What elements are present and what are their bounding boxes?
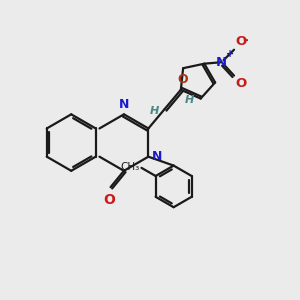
Text: N: N bbox=[152, 150, 162, 163]
Text: H: H bbox=[184, 95, 194, 105]
Text: +: + bbox=[226, 49, 234, 58]
Text: O: O bbox=[236, 35, 247, 48]
Text: CH₃: CH₃ bbox=[121, 162, 140, 172]
Text: O: O bbox=[236, 77, 247, 90]
Text: -: - bbox=[242, 33, 248, 47]
Text: O: O bbox=[178, 73, 188, 86]
Text: N: N bbox=[216, 56, 227, 69]
Text: N: N bbox=[119, 98, 129, 111]
Text: O: O bbox=[103, 193, 115, 206]
Text: H: H bbox=[150, 106, 159, 116]
